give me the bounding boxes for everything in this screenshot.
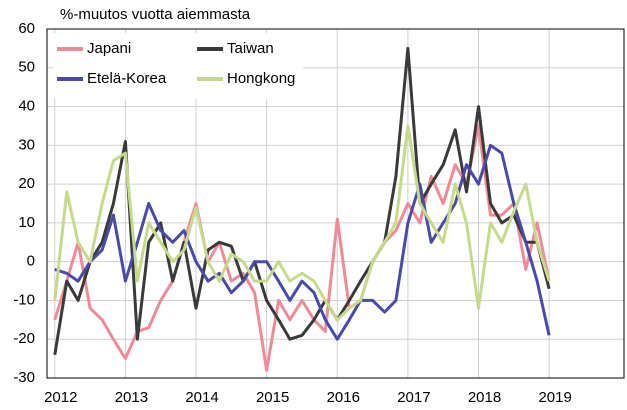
legend-label: Japani bbox=[87, 40, 131, 57]
x-tick-label: 2019 bbox=[538, 389, 571, 406]
y-tick-label: -30 bbox=[13, 369, 35, 386]
x-tick-label: 2017 bbox=[397, 389, 430, 406]
legend-label: Taiwan bbox=[227, 40, 274, 57]
y-tick-label: 40 bbox=[18, 98, 35, 115]
x-tick-label: 2013 bbox=[115, 389, 148, 406]
y-axis-label: %-muutos vuotta aiemmasta bbox=[60, 6, 251, 23]
y-tick-label: -10 bbox=[13, 291, 35, 308]
y-tick-label: 30 bbox=[18, 136, 35, 153]
y-tick-label: 10 bbox=[18, 214, 35, 231]
x-tick-label: 2015 bbox=[256, 389, 289, 406]
y-tick-label: 20 bbox=[18, 175, 35, 192]
x-tick-label: 2018 bbox=[468, 389, 501, 406]
y-tick-label: 50 bbox=[18, 59, 35, 76]
series-line bbox=[53, 46, 551, 355]
legend-label: Hongkong bbox=[227, 70, 295, 87]
y-tick-label: 0 bbox=[27, 253, 35, 270]
x-tick-label: 2016 bbox=[327, 389, 360, 406]
legend-box bbox=[53, 33, 303, 99]
series-line bbox=[54, 143, 551, 341]
x-tick-label: 2012 bbox=[44, 389, 77, 406]
x-tick-label: 2014 bbox=[185, 389, 218, 406]
series-line bbox=[53, 124, 551, 322]
y-tick-label: -20 bbox=[13, 330, 35, 347]
plot-frame bbox=[46, 28, 625, 379]
y-tick-label: 60 bbox=[18, 20, 35, 37]
legend-label: Etelä-Korea bbox=[87, 70, 167, 87]
